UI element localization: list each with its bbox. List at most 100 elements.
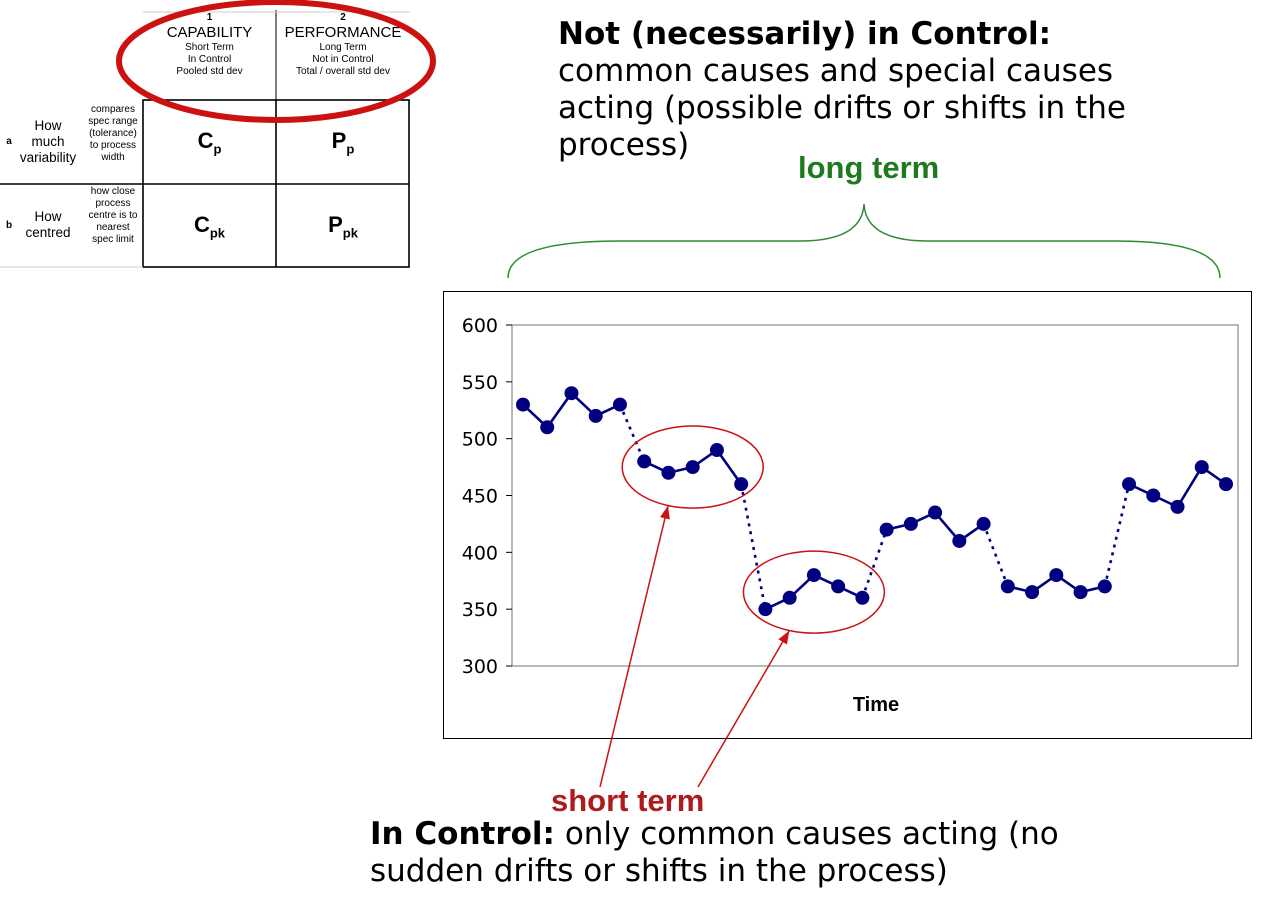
column-number: 2 bbox=[340, 12, 346, 23]
data-point bbox=[540, 420, 555, 435]
data-point bbox=[952, 533, 967, 548]
data-point bbox=[1000, 579, 1015, 594]
arrow-shaft bbox=[697, 630, 790, 788]
cell-symbol: C bbox=[193, 212, 210, 237]
arrow-shaft bbox=[599, 505, 669, 788]
row-desc-line: width bbox=[101, 152, 125, 163]
brace-path bbox=[507, 203, 1221, 279]
data-point bbox=[1049, 568, 1064, 583]
data-point bbox=[709, 443, 724, 458]
data-point bbox=[612, 397, 627, 412]
row-title-line: variability bbox=[19, 150, 77, 166]
long-term-label: long term bbox=[798, 150, 940, 185]
not-in-control-note: Not (necessarily) in Control: common cau… bbox=[558, 16, 1178, 164]
data-point bbox=[1219, 477, 1233, 492]
dotted-join bbox=[982, 523, 1010, 587]
cell-subscript: pk bbox=[209, 225, 226, 241]
cell-subscript: pk bbox=[342, 225, 358, 241]
in-control-body: only common causes acting (no sudden dri… bbox=[370, 816, 1059, 889]
data-point bbox=[1194, 460, 1209, 475]
long-term-brace bbox=[507, 203, 1221, 279]
data-point bbox=[806, 568, 821, 583]
dotted-join bbox=[739, 483, 767, 610]
column-subtitle: Not in Control bbox=[312, 54, 374, 65]
cell-subscript: p bbox=[346, 141, 355, 157]
data-point bbox=[1097, 579, 1112, 594]
control-chart: 300 350 400 450 500 550 600 Time bbox=[462, 315, 1239, 716]
cell-symbol: P bbox=[328, 212, 343, 237]
column-performance: 2 PERFORMANCE Long Term Not in Control T… bbox=[276, 12, 410, 78]
data-point bbox=[588, 408, 603, 423]
data-point bbox=[928, 505, 943, 520]
row-letter: a bbox=[6, 136, 12, 147]
cell-cp: Cp bbox=[143, 128, 276, 157]
row-description: compares spec range (tolerance) to proce… bbox=[84, 104, 142, 164]
arrow-head bbox=[778, 630, 790, 645]
row-desc-line: spec limit bbox=[92, 234, 134, 245]
data-point bbox=[1073, 585, 1088, 600]
cell-pp: Pp bbox=[276, 128, 410, 157]
row-title-line: How bbox=[34, 209, 62, 224]
row-title-line: much bbox=[31, 134, 65, 150]
cell-subscript: p bbox=[213, 141, 222, 157]
not-in-control-body: common causes and special causes acting … bbox=[558, 53, 1126, 163]
column-subtitle: Total / overall std dev bbox=[296, 66, 390, 77]
y-tick-label: 550 bbox=[462, 372, 498, 394]
data-point bbox=[831, 579, 846, 594]
cell-cpk: Cpk bbox=[143, 212, 276, 241]
y-tick-label: 350 bbox=[462, 599, 498, 621]
data-point bbox=[734, 477, 749, 492]
column-subtitle: In Control bbox=[187, 54, 232, 65]
capability-performance-table: 1 CAPABILITY Short Term In Control Poole… bbox=[0, 10, 410, 268]
data-point bbox=[1025, 585, 1040, 600]
chart-axes: 300 350 400 450 500 550 600 bbox=[462, 315, 1239, 678]
short-term-circle bbox=[621, 425, 764, 509]
in-control-note: In Control: only common causes acting (n… bbox=[370, 816, 1110, 890]
not-in-control-heading: Not (necessarily) in Control: bbox=[558, 16, 1052, 52]
column-subtitle: Long Term bbox=[319, 42, 367, 53]
data-point bbox=[685, 460, 700, 475]
row-description: how close process centre is to nearest s… bbox=[84, 186, 142, 246]
short-term-circles bbox=[621, 425, 886, 634]
row-desc-line: how close bbox=[90, 186, 136, 197]
column-subtitle: Short Term bbox=[185, 42, 234, 53]
data-point bbox=[855, 590, 870, 605]
row-desc-line: nearest bbox=[96, 222, 130, 233]
column-title: PERFORMANCE bbox=[284, 24, 402, 41]
row-desc-line: compares bbox=[91, 104, 135, 115]
row-desc-line: process bbox=[95, 198, 131, 209]
data-point bbox=[1170, 499, 1185, 514]
row-letter: b bbox=[5, 220, 13, 231]
short-term-arrows bbox=[599, 505, 790, 788]
y-tick-label: 300 bbox=[462, 656, 498, 678]
data-point bbox=[976, 516, 991, 531]
dotted-join bbox=[618, 404, 646, 462]
y-tick-label: 600 bbox=[462, 315, 498, 337]
column-capability: 1 CAPABILITY Short Term In Control Poole… bbox=[143, 12, 276, 78]
row-desc-line: spec range bbox=[88, 116, 138, 127]
cell-symbol: C bbox=[197, 128, 214, 153]
cell-ppk: Ppk bbox=[276, 212, 410, 241]
arrow-head bbox=[660, 505, 670, 520]
cell-symbol: P bbox=[331, 128, 347, 153]
row-title-line: How bbox=[34, 118, 62, 133]
short-term-label: short term bbox=[551, 783, 705, 818]
row-title: How much variability bbox=[14, 118, 82, 167]
row-title-line: centred bbox=[25, 225, 71, 241]
y-tick-label: 500 bbox=[462, 429, 498, 451]
data-point bbox=[1146, 488, 1161, 503]
column-subtitle: Pooled std dev bbox=[176, 66, 243, 77]
segment-joins bbox=[618, 404, 1131, 610]
data-point bbox=[564, 386, 579, 401]
data-point bbox=[1122, 477, 1137, 492]
y-tick-label: 450 bbox=[462, 486, 498, 508]
data-point bbox=[661, 465, 676, 480]
y-tick-label: 400 bbox=[462, 542, 498, 564]
row-desc-line: centre is to bbox=[88, 210, 138, 221]
data-point bbox=[903, 516, 918, 531]
data-point bbox=[758, 602, 773, 617]
column-number: 1 bbox=[206, 12, 213, 23]
dotted-join bbox=[1103, 483, 1131, 587]
data-point bbox=[637, 454, 652, 469]
header-highlight-ellipse bbox=[116, 0, 436, 123]
